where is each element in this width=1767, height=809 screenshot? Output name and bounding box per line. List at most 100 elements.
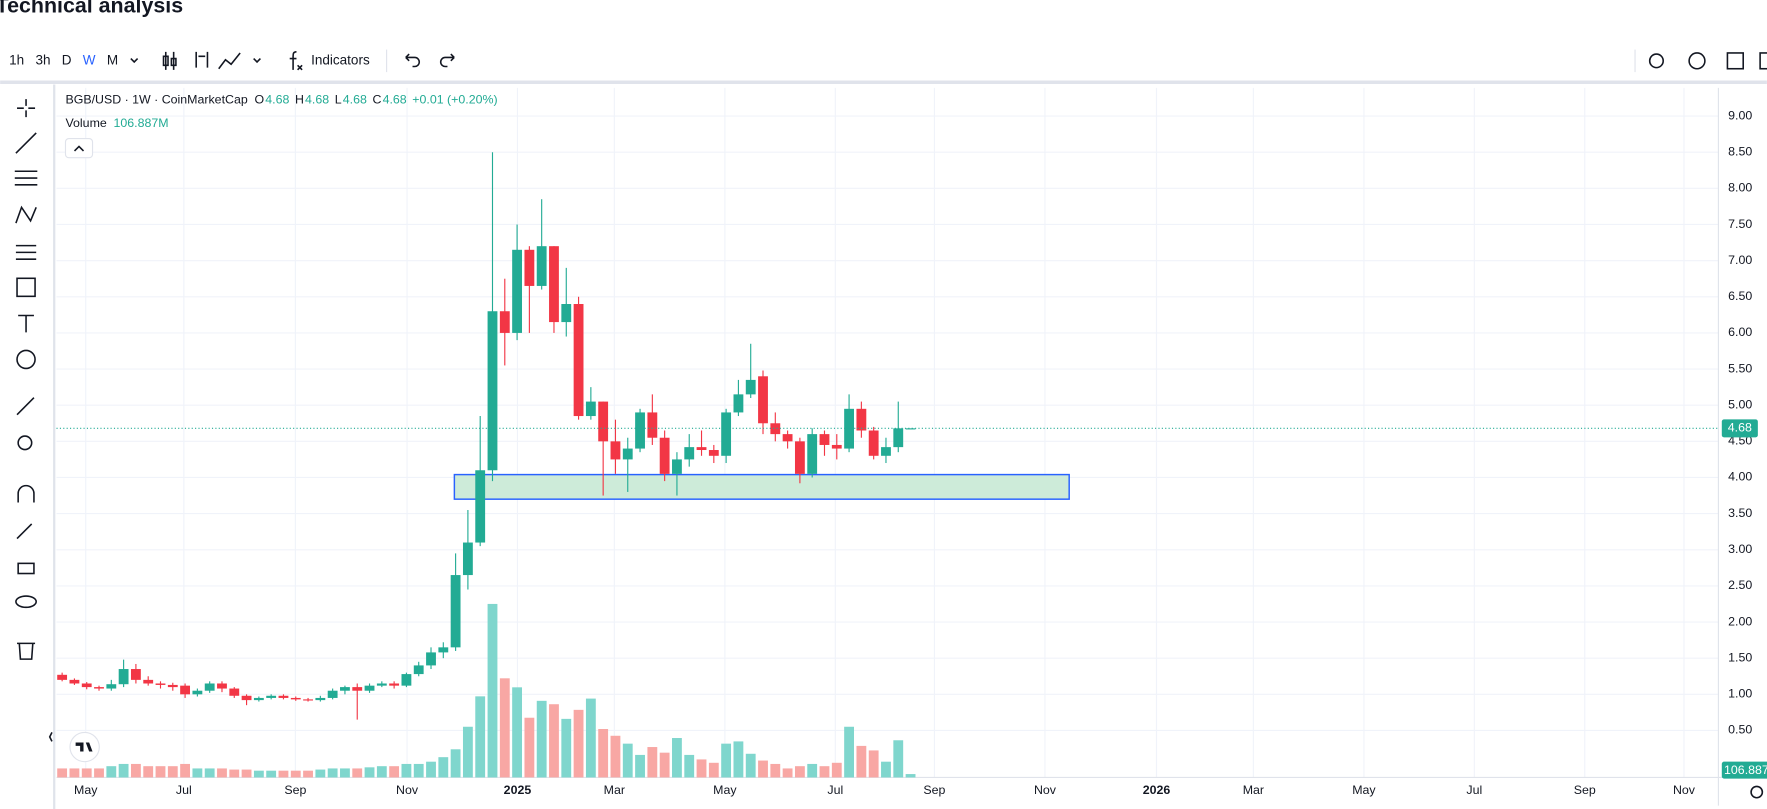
tv-logo	[69, 731, 100, 763]
volume-value: 106.887M	[114, 116, 169, 130]
forecast-tool[interactable]	[15, 244, 37, 260]
candle-body	[204, 683, 215, 691]
text-tool[interactable]	[18, 314, 34, 333]
interval-button[interactable]: 1h	[9, 52, 24, 67]
alert-button[interactable]	[1648, 53, 1664, 69]
magnet-tool[interactable]	[17, 484, 35, 503]
chart-type-button[interactable]	[218, 52, 241, 70]
volume-bar	[290, 770, 301, 778]
zone-rectangle[interactable]	[453, 473, 1070, 500]
candle-body	[376, 683, 387, 686]
volume-bar	[487, 603, 498, 778]
undo-button[interactable]	[405, 53, 421, 68]
candle-body	[303, 699, 313, 701]
candle-body	[118, 669, 129, 685]
pattern-tool[interactable]	[15, 205, 37, 224]
last-price-badge	[1721, 419, 1758, 438]
y-tick-label: 7.00	[1728, 253, 1752, 267]
candle-body	[389, 683, 400, 686]
line-tool[interactable]	[15, 132, 37, 154]
interval-button[interactable]: M	[107, 52, 118, 67]
shape-tool[interactable]	[16, 277, 36, 298]
interval-button[interactable]: W	[83, 52, 96, 67]
candle-body	[192, 690, 203, 695]
candle-body	[401, 674, 412, 686]
volume-bar	[696, 759, 707, 778]
volume-bar	[118, 763, 129, 778]
fx-glyph[interactable]	[289, 51, 303, 71]
volume-bar	[130, 763, 141, 778]
candle-body	[180, 685, 191, 695]
candle-body	[475, 470, 486, 543]
interval-dropdown[interactable]	[130, 58, 139, 64]
volume-bar	[536, 700, 547, 778]
candle-body	[856, 408, 867, 431]
ruler-tool[interactable]	[16, 397, 35, 416]
draw-mode-tool[interactable]	[16, 523, 33, 540]
type-dropdown[interactable]	[253, 58, 261, 64]
volume-bar	[475, 696, 486, 778]
candle-body	[278, 695, 289, 698]
candles-button[interactable]	[162, 51, 177, 70]
candle-body	[831, 444, 842, 449]
collapse-arrow[interactable]	[73, 145, 85, 152]
volume-bar	[450, 749, 461, 778]
y-tick-label: 4.00	[1728, 470, 1752, 484]
axis-settings[interactable]	[1750, 785, 1764, 799]
snapshot-button[interactable]	[1759, 52, 1767, 70]
interval-button[interactable]: 3h	[35, 52, 50, 67]
volume-bar	[794, 766, 805, 778]
redo-button[interactable]	[439, 53, 455, 68]
collapse-button[interactable]	[64, 138, 94, 159]
volume-title: Volume	[65, 116, 106, 130]
emoji-tool[interactable]	[16, 349, 36, 370]
lock-tool[interactable]	[17, 562, 35, 575]
volume-bar	[192, 768, 203, 778]
volume-bar	[512, 687, 523, 778]
x-tick-label: Mar	[604, 783, 625, 797]
candle-body	[893, 428, 904, 448]
settings-button[interactable]	[1688, 52, 1706, 70]
candle-body	[81, 683, 92, 688]
volume-bar	[672, 738, 682, 778]
last-price-label: 4.68	[1728, 421, 1752, 435]
y-tick-label: 1.00	[1728, 687, 1752, 701]
candle-body	[745, 379, 756, 395]
candle-body	[573, 304, 584, 417]
page-title: Technical analysis	[0, 0, 183, 17]
candle-body	[340, 687, 350, 691]
ohlc-letter: L	[335, 93, 342, 107]
x-tick-label: Sep	[1574, 783, 1596, 797]
volume-bar	[401, 763, 412, 778]
top-right-tools[interactable]	[1648, 52, 1767, 70]
x-tick-label: Nov	[1034, 783, 1057, 797]
fib-tool[interactable]	[14, 170, 38, 186]
delete-tool[interactable]	[17, 642, 36, 660]
interval-button[interactable]: D	[62, 52, 72, 67]
bar-button[interactable]	[195, 51, 209, 68]
ohlc-letter: O	[254, 93, 264, 107]
candle-body	[561, 304, 572, 323]
candle-body	[155, 683, 166, 685]
crosshair-tool[interactable]	[17, 99, 36, 118]
indicators-button[interactable]: Indicators	[311, 52, 370, 67]
candle-body	[290, 697, 301, 700]
x-tick-label: 2025	[504, 783, 532, 797]
candle-body	[905, 428, 916, 430]
ohlc-letter: C	[373, 93, 382, 107]
volume-bar	[376, 766, 387, 778]
volume-bar	[217, 768, 227, 778]
candle-body	[512, 249, 523, 333]
zoom-tool[interactable]	[17, 435, 33, 451]
fullscreen-button[interactable]	[1726, 52, 1744, 70]
volume-bar	[881, 761, 891, 778]
y-tick-label: 7.50	[1728, 217, 1752, 231]
x-tick-label: Sep	[923, 783, 945, 797]
candle-body	[69, 679, 80, 684]
candle-body	[499, 311, 510, 333]
visibility-tool[interactable]	[15, 595, 37, 609]
side-collapse[interactable]	[48, 732, 53, 742]
drawing-toolbar[interactable]	[14, 99, 38, 660]
